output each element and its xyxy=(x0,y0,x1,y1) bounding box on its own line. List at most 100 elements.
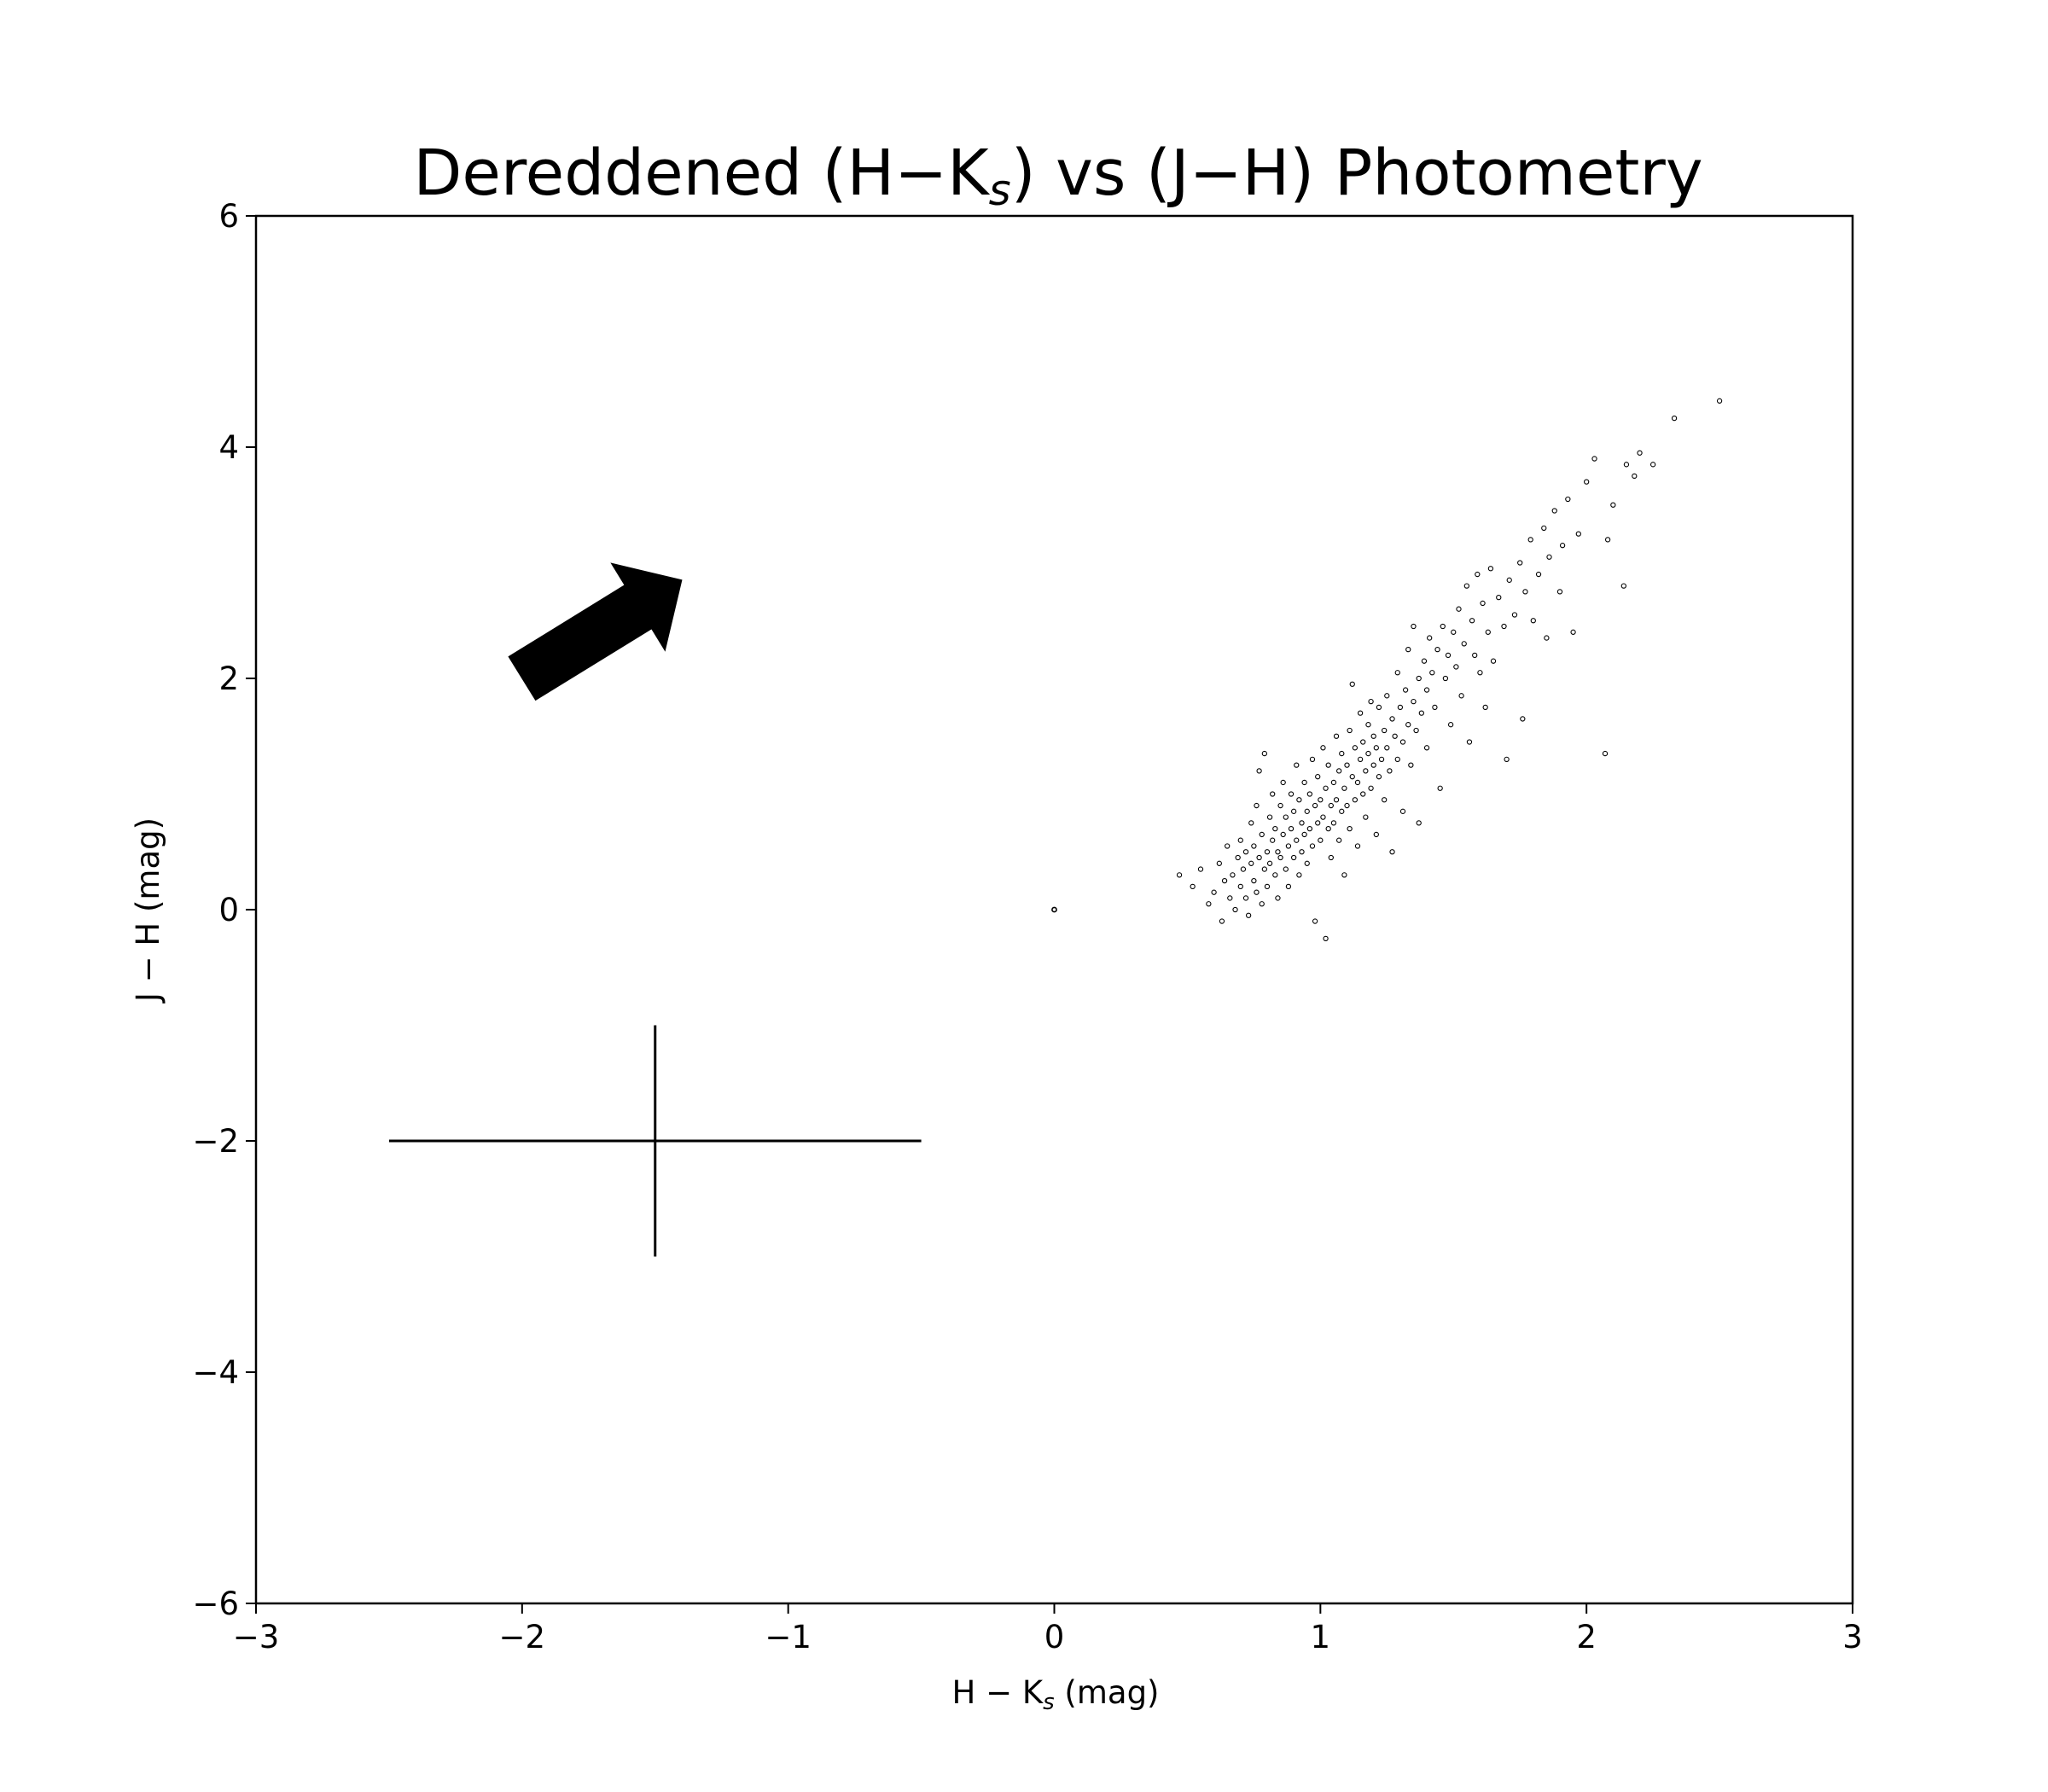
data-point xyxy=(1206,901,1212,907)
x-tick-label: −3 xyxy=(233,1619,280,1655)
data-point xyxy=(1270,791,1276,797)
data-point xyxy=(1370,733,1376,739)
data-point xyxy=(1344,802,1350,809)
data-point xyxy=(1280,779,1286,786)
data-point xyxy=(1190,883,1196,890)
data-point xyxy=(1251,843,1257,849)
x-tick-label: −2 xyxy=(499,1619,546,1655)
data-point xyxy=(1240,866,1247,872)
data-point xyxy=(1541,525,1547,531)
data-point xyxy=(1405,722,1411,728)
data-point xyxy=(1197,866,1204,872)
data-point xyxy=(1341,785,1347,791)
data-point xyxy=(1256,768,1262,774)
data-point xyxy=(1434,646,1440,653)
data-point xyxy=(1357,756,1364,762)
data-point xyxy=(1211,889,1217,895)
data-point xyxy=(1328,802,1334,809)
y-tick-label: −6 xyxy=(192,1585,239,1622)
data-point xyxy=(1333,733,1340,739)
data-point xyxy=(1248,820,1254,826)
data-point xyxy=(1544,635,1550,641)
data-point xyxy=(1575,531,1581,537)
data-point xyxy=(1301,831,1307,838)
chart-title-subscript: s xyxy=(989,166,1011,215)
data-point xyxy=(1649,462,1656,468)
data-point xyxy=(1275,895,1281,901)
data-point xyxy=(1259,901,1265,907)
data-point xyxy=(1384,745,1390,751)
y-axis-label: J − H (mag) xyxy=(130,817,166,1004)
data-point xyxy=(1546,554,1552,560)
data-point xyxy=(1333,797,1340,803)
data-point xyxy=(1477,670,1483,676)
data-point xyxy=(1376,774,1382,780)
data-point xyxy=(1365,722,1371,728)
data-point xyxy=(1294,762,1300,768)
data-point xyxy=(1347,826,1353,832)
data-point xyxy=(1368,785,1374,791)
y-tick-label: 2 xyxy=(218,660,239,697)
data-point xyxy=(1285,883,1292,890)
x-tick-label: 2 xyxy=(1576,1619,1597,1655)
chart-title: Dereddened (H−Ks) vs (J−H) Photometry xyxy=(413,137,1702,215)
data-point xyxy=(1620,583,1626,589)
data-point xyxy=(1320,814,1326,820)
data-point xyxy=(1365,750,1371,757)
data-point xyxy=(1272,872,1278,878)
data-point xyxy=(1511,612,1518,618)
data-point xyxy=(1570,629,1576,635)
data-point xyxy=(1315,774,1321,780)
data-point xyxy=(1466,739,1473,745)
x-tick-label: 0 xyxy=(1044,1619,1065,1655)
data-point xyxy=(1280,831,1286,838)
data-point xyxy=(1227,895,1233,901)
x-axis: −3 −2 −1 0 1 2 3 xyxy=(233,1603,1863,1655)
data-point xyxy=(1389,716,1395,722)
data-point xyxy=(1341,872,1347,878)
data-point xyxy=(1456,606,1462,612)
data-point xyxy=(1496,595,1502,601)
data-point xyxy=(1556,589,1563,595)
data-point xyxy=(1299,849,1305,855)
data-point xyxy=(1285,843,1292,849)
data-point xyxy=(1397,704,1404,711)
data-point xyxy=(1256,854,1262,861)
data-point xyxy=(1405,646,1411,653)
data-point xyxy=(1389,849,1395,855)
data-point xyxy=(1461,641,1467,647)
data-point xyxy=(1304,860,1310,866)
data-point xyxy=(1522,589,1528,595)
plot-frame xyxy=(254,214,1854,1605)
data-point xyxy=(1251,877,1257,884)
chart-title-main: Dereddened (H−K xyxy=(413,137,991,210)
data-point xyxy=(1261,750,1267,757)
data-point xyxy=(1312,802,1318,809)
data-point xyxy=(1312,918,1318,924)
data-point xyxy=(1330,779,1337,786)
data-point xyxy=(1399,739,1406,745)
data-point xyxy=(1360,739,1366,745)
data-point xyxy=(1266,814,1273,820)
data-point xyxy=(1261,866,1267,872)
data-point xyxy=(1632,473,1638,480)
data-point xyxy=(1296,872,1302,878)
data-point xyxy=(1363,814,1369,820)
data-point xyxy=(1230,872,1236,878)
data-point xyxy=(1219,918,1225,924)
data-point xyxy=(1291,808,1297,814)
data-point xyxy=(1277,802,1283,809)
data-point xyxy=(1323,935,1329,942)
data-point xyxy=(1520,716,1526,722)
data-point xyxy=(1447,722,1454,728)
data-point xyxy=(1423,687,1430,693)
data-point xyxy=(1349,681,1355,687)
data-point xyxy=(1352,797,1359,803)
data-point xyxy=(1376,704,1382,711)
data-point xyxy=(1440,623,1446,630)
data-point xyxy=(1469,618,1475,624)
data-point xyxy=(1277,854,1283,861)
data-point xyxy=(1349,774,1355,780)
data-point xyxy=(1296,797,1302,803)
